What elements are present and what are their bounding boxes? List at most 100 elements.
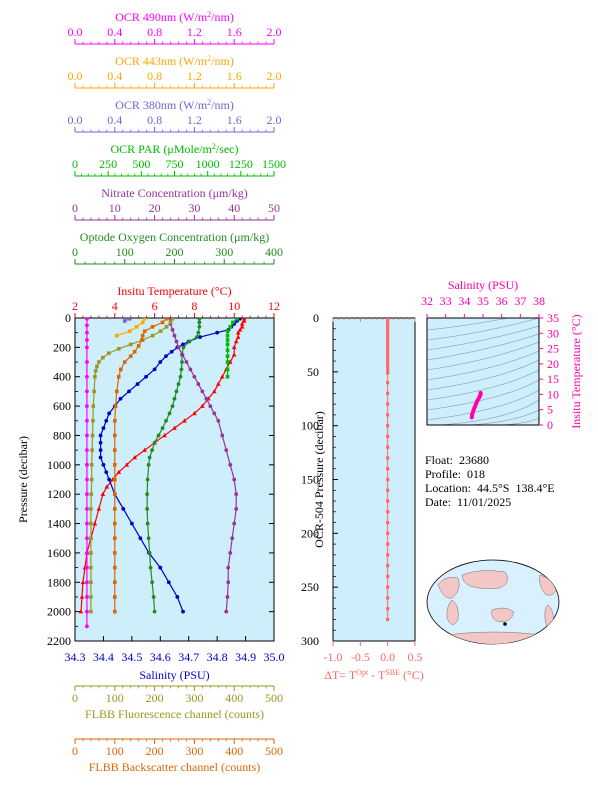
series-point-nitrate xyxy=(225,595,230,599)
pressure-tick-label: 2000 xyxy=(47,605,71,619)
delta-t-point xyxy=(386,318,390,321)
map-landmass-africa-south xyxy=(446,599,459,625)
map-landmass-africa xyxy=(437,577,460,599)
series-point-nitrate xyxy=(232,521,237,526)
delta-t-point xyxy=(386,364,390,369)
axis-tick-label-temperature: 8 xyxy=(191,299,197,313)
axis-tick-label-backscatter: 0 xyxy=(72,744,78,758)
axis-tick-label-par: 750 xyxy=(166,157,184,171)
series-point-oxygen xyxy=(197,324,202,329)
series-point-par xyxy=(225,367,230,372)
series-point-salinity xyxy=(164,354,168,359)
series-point-fluorescence xyxy=(170,318,175,321)
series-point-salinity xyxy=(127,389,131,394)
axis-tick-label-par: 1500 xyxy=(262,157,286,171)
series-point-oxygen xyxy=(180,360,184,364)
series-point-fluorescence xyxy=(89,595,93,599)
series-point-nitrate xyxy=(234,506,239,511)
series-point-fluorescence xyxy=(89,492,94,496)
series-point-backscatter xyxy=(113,551,117,555)
series-point-temperature xyxy=(182,418,187,423)
delta-t-point xyxy=(386,413,390,417)
series-point-nitrate xyxy=(230,536,235,541)
dt-pressure-tick-label: 50 xyxy=(307,365,319,379)
dt-x-tick-label: -1.0 xyxy=(324,650,343,664)
series-point-temperature xyxy=(231,344,237,350)
series-point-oxygen xyxy=(160,426,165,431)
axis-tick-label-nitrate: 0 xyxy=(72,201,78,215)
series-point-temperature xyxy=(132,454,137,460)
series-point-oxygen xyxy=(146,536,151,541)
series-point-fluorescence xyxy=(116,347,121,351)
axis-tick-label-fluorescence: 400 xyxy=(225,691,243,705)
axis-title-salinity: Salinity (PSU) xyxy=(139,668,209,682)
series-point-temperature xyxy=(116,469,122,474)
axis-tick-label-salinity: 34.7 xyxy=(178,650,199,664)
pressure-tick-label: 1600 xyxy=(47,546,71,560)
series-point-ocr490 xyxy=(85,330,89,335)
dt-x-tick-label: 0.0 xyxy=(380,650,395,664)
axis-tick-label-oxygen: 0 xyxy=(72,245,78,259)
series-point-temperature xyxy=(142,447,147,452)
axis-tick-label-nitrate: 50 xyxy=(268,201,280,215)
series-point-oxygen xyxy=(147,455,152,460)
series-point-temperature xyxy=(200,403,205,408)
axis-tick-label-backscatter: 500 xyxy=(265,744,283,758)
series-point-salinity xyxy=(98,440,103,445)
series-point-fluorescence xyxy=(89,580,93,585)
delta-t-point xyxy=(386,553,390,557)
series-point-oxygen xyxy=(156,433,161,438)
delta-t-point xyxy=(386,585,390,589)
series-point-salinity xyxy=(101,462,106,467)
series-point-ocr443 xyxy=(142,318,147,321)
series-point-fluorescence xyxy=(95,364,99,369)
series-point-backscatter xyxy=(140,338,144,342)
profile-value: 018 xyxy=(467,467,485,481)
axis-title-oxygen: Optode Oxygen Concentration (μm/kg) xyxy=(80,230,269,244)
axis-tick-label-par: 0 xyxy=(72,157,78,171)
series-point-oxygen xyxy=(152,440,157,445)
delta-t-point xyxy=(386,381,390,385)
series-point-nitrate xyxy=(184,360,189,364)
axis-tick-label-ocr490: 0.0 xyxy=(68,25,83,39)
series-point-fluorescence xyxy=(89,477,94,482)
series-point-backscatter xyxy=(140,333,145,338)
series-point-fluorescence xyxy=(89,521,93,526)
series-point-oxygen xyxy=(179,367,184,372)
series-point-oxygen xyxy=(197,318,202,321)
axis-tick-label-salinity: 34.4 xyxy=(93,650,114,664)
series-point-ocr443 xyxy=(114,333,119,338)
delta-t-point xyxy=(386,351,390,356)
delta-t-point xyxy=(386,574,390,578)
series-point-fluorescence xyxy=(89,609,93,614)
series-point-nitrate xyxy=(192,374,197,379)
delta-t-point xyxy=(386,335,390,339)
series-point-fluorescence xyxy=(93,369,98,373)
series-point-temperature xyxy=(237,327,243,332)
series-point-oxygen xyxy=(181,345,186,350)
delta-t-point xyxy=(386,542,390,546)
axis-tick-label-fluorescence: 0 xyxy=(72,691,78,705)
delta-t-point xyxy=(386,424,390,428)
series-point-ocr490 xyxy=(85,345,89,350)
axis-tick-label-salinity: 34.8 xyxy=(207,650,228,664)
series-point-salinity xyxy=(158,360,163,364)
ts-x-tick-label: 38 xyxy=(533,294,545,308)
series-point-backscatter xyxy=(113,433,117,438)
series-point-par xyxy=(225,329,230,334)
series-point-nitrate xyxy=(224,609,229,614)
series-point-ocr490 xyxy=(85,404,89,408)
ts-y-tick-label: 20 xyxy=(547,357,559,371)
axis-tick-label-ocr380: 0.0 xyxy=(68,113,83,127)
series-point-ocr490 xyxy=(85,609,89,614)
series-point-backscatter xyxy=(113,404,118,408)
dt-pressure-tick-label: 200 xyxy=(301,526,319,540)
dt-pressure-axis-title: OCR-504 Pressure (decibar) xyxy=(312,411,326,548)
delta-t-point xyxy=(386,322,390,327)
series-line-backscatter xyxy=(114,318,167,612)
axis-title-temperature: Insitu Temperature (°C) xyxy=(117,284,231,298)
series-point-ocr490 xyxy=(85,418,89,423)
pressure-tick-label: 200 xyxy=(53,340,71,354)
series-point-nitrate xyxy=(224,448,229,453)
series-point-fluorescence xyxy=(107,351,111,356)
